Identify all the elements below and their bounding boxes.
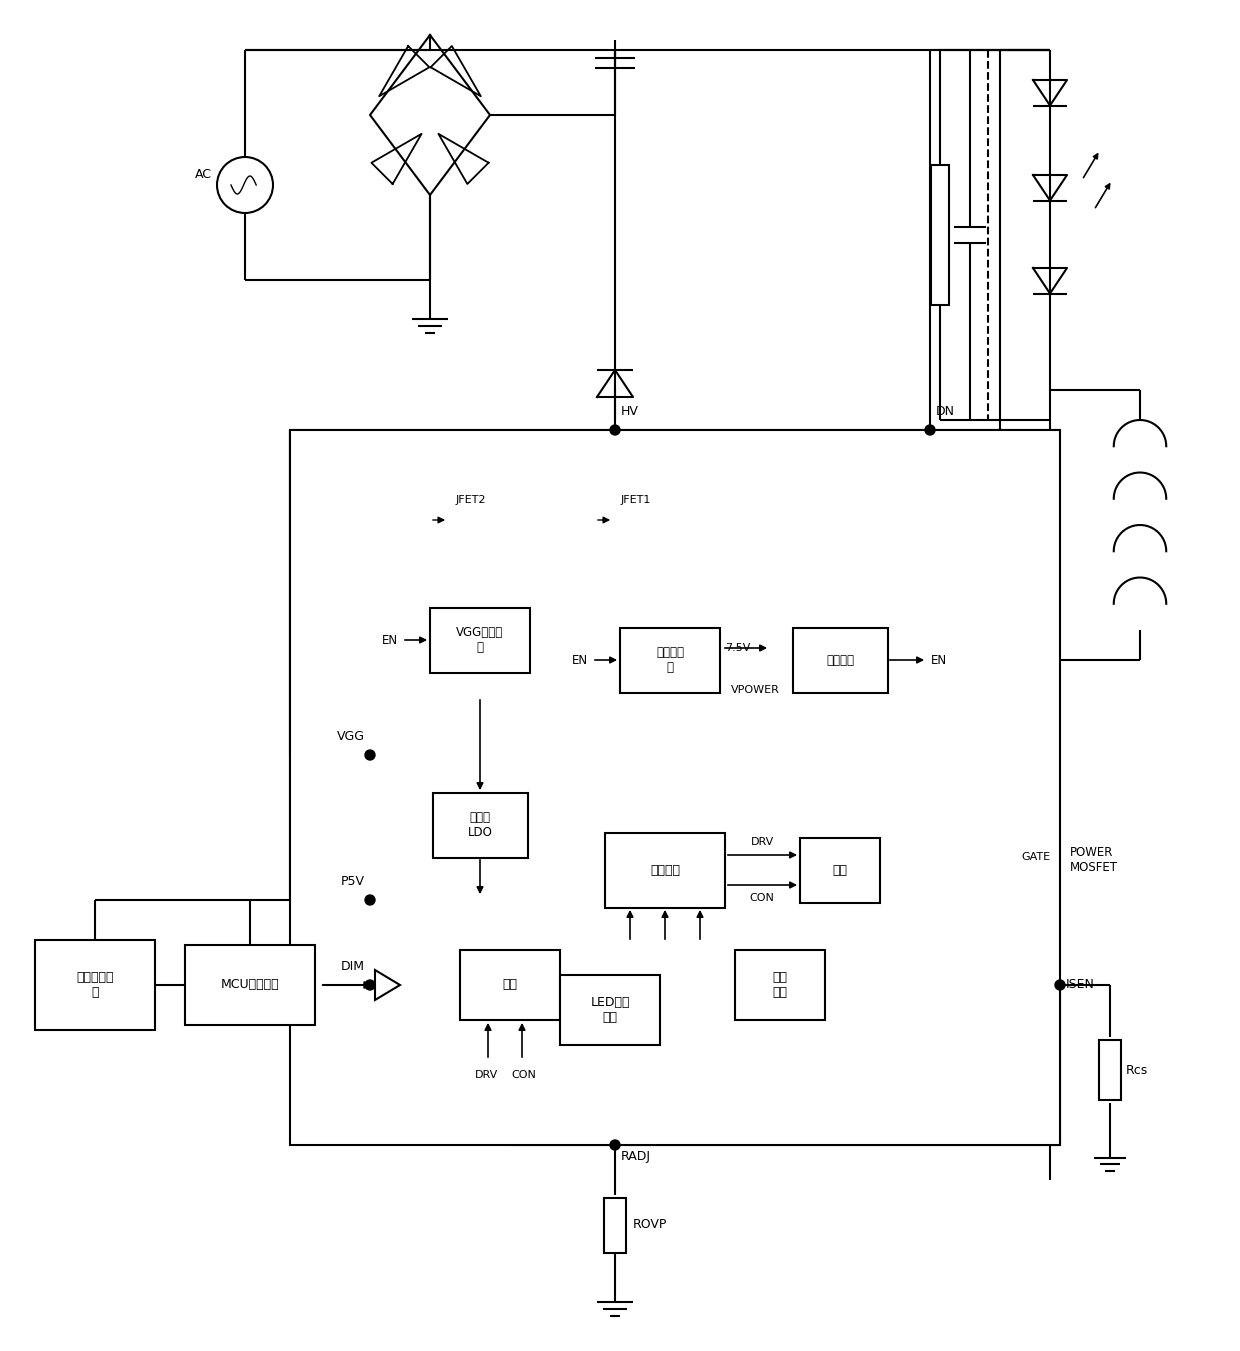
Bar (35, 940, 155, 1029)
Text: 无线通信模
块: 无线通信模 块 (76, 971, 114, 998)
Bar (800, 838, 880, 902)
Text: POWER
MOSFET: POWER MOSFET (1070, 846, 1118, 874)
Text: DRV: DRV (750, 838, 774, 847)
Circle shape (925, 426, 935, 435)
Text: JFET1: JFET1 (621, 494, 651, 505)
Bar (430, 608, 529, 673)
Text: 调光: 调光 (502, 978, 517, 992)
Text: DIM: DIM (341, 961, 365, 973)
Circle shape (1055, 979, 1065, 990)
Text: GATE: GATE (1021, 852, 1050, 862)
Text: 峰值
检测: 峰值 检测 (773, 971, 787, 998)
Text: RADJ: RADJ (621, 1150, 651, 1163)
Text: LED开路
保护: LED开路 保护 (590, 996, 630, 1024)
Circle shape (365, 979, 374, 990)
Text: DRV: DRV (475, 1070, 497, 1079)
Text: VPOWER: VPOWER (730, 685, 780, 694)
Circle shape (610, 1140, 620, 1150)
Text: MCU控制系统: MCU控制系统 (221, 978, 279, 992)
Text: DN: DN (936, 405, 955, 417)
Bar (620, 627, 720, 693)
Bar (604, 1197, 626, 1252)
Bar (931, 165, 949, 305)
Bar (605, 832, 725, 908)
Text: Rcs: Rcs (1126, 1063, 1148, 1077)
Bar (1099, 1040, 1121, 1100)
Bar (792, 627, 888, 693)
Text: EN: EN (572, 654, 588, 666)
Circle shape (610, 426, 620, 435)
Bar (433, 793, 527, 858)
Bar (460, 950, 560, 1020)
Bar (735, 950, 825, 1020)
Text: VGG: VGG (337, 730, 365, 743)
Text: 高压转低
压: 高压转低 压 (656, 646, 684, 674)
Bar (560, 975, 660, 1046)
Text: P5V: P5V (341, 875, 365, 888)
Text: 7.5V: 7.5V (725, 643, 750, 653)
Text: 欠压保护: 欠压保护 (826, 654, 854, 666)
Text: CON: CON (749, 893, 775, 902)
Text: CON: CON (512, 1070, 537, 1079)
Circle shape (365, 894, 374, 905)
Bar (185, 944, 315, 1025)
Text: HV: HV (621, 405, 639, 417)
Text: ISEN: ISEN (1066, 978, 1095, 992)
Bar (290, 430, 1060, 1144)
Text: EN: EN (382, 634, 398, 647)
Text: 低压差
LDO: 低压差 LDO (467, 811, 492, 839)
Text: VGG产生电
路: VGG产生电 路 (456, 626, 503, 654)
Text: 系统控制: 系统控制 (650, 863, 680, 877)
Text: EN: EN (931, 654, 947, 666)
Circle shape (365, 750, 374, 761)
Text: AC: AC (195, 169, 212, 181)
Text: ROVP: ROVP (632, 1219, 667, 1232)
Text: 驱动: 驱动 (832, 863, 847, 877)
Text: JFET2: JFET2 (456, 494, 486, 505)
